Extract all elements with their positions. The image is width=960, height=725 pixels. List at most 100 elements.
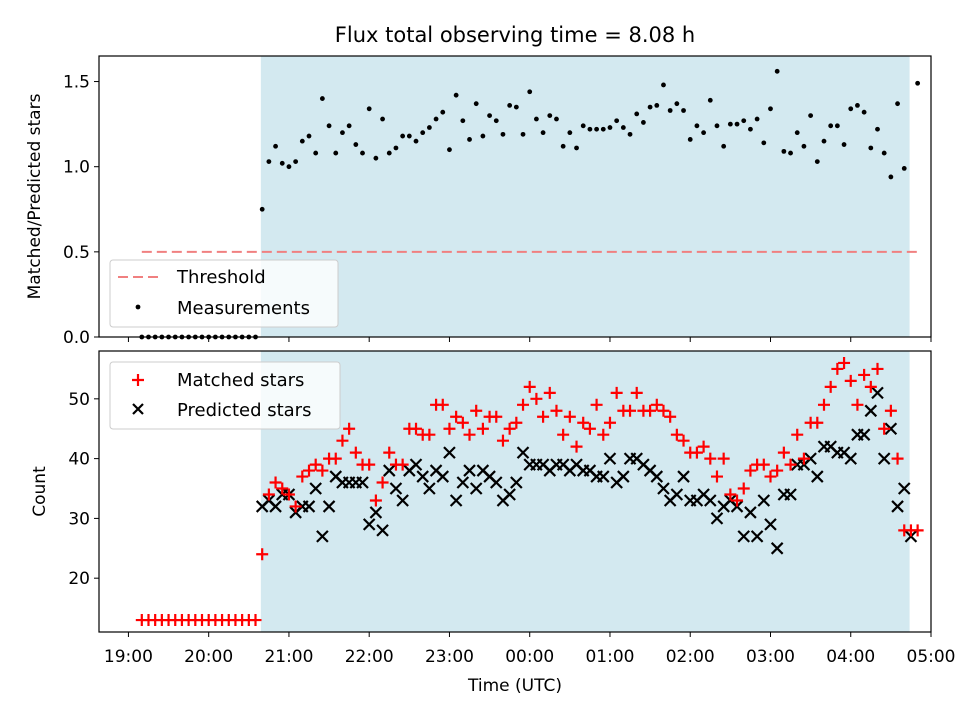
measurement-point [667, 108, 673, 113]
top-y-tick-label: 1.0 [63, 158, 90, 178]
matched-star-marker [503, 422, 516, 435]
matched-star-marker [557, 428, 570, 441]
measurement-point [353, 142, 359, 147]
matched-star-marker [570, 440, 583, 453]
matched-star-marker [777, 446, 790, 459]
matched-star-marker [630, 386, 643, 399]
measurement-point [855, 102, 860, 108]
measurement-point [821, 138, 827, 144]
matched-star-marker [644, 404, 657, 417]
matched-star-marker [296, 470, 309, 483]
predicted-star-marker [362, 518, 376, 531]
matched-star-marker [463, 428, 476, 441]
top-x-axis-ticks [127, 337, 932, 342]
measurement-point [607, 125, 613, 130]
matched-star-marker [396, 458, 409, 471]
matched-star-marker [704, 452, 717, 465]
measurement-point [781, 148, 787, 154]
predicted-star-marker [489, 476, 503, 489]
measurement-point [293, 159, 299, 164]
measurement-point [447, 147, 452, 153]
matched-stars-points [135, 356, 924, 627]
matched-star-marker [603, 416, 616, 429]
measurement-point [808, 113, 814, 119]
matched-star-marker [436, 398, 449, 411]
measurement-point [513, 104, 519, 110]
measurement-point [299, 138, 305, 144]
matched-star-marker [496, 434, 509, 447]
predicted-star-marker [657, 482, 670, 495]
measurement-point [674, 101, 680, 107]
measurement-point [754, 116, 760, 122]
predicted-star-marker [811, 470, 824, 483]
measurement-point [901, 166, 907, 171]
matched-star-marker [537, 410, 550, 423]
measurement-point [393, 145, 399, 151]
predicted-star-marker [677, 470, 690, 483]
measurement-point [366, 106, 372, 112]
measurement-point [574, 145, 579, 151]
measurement-point [774, 68, 780, 74]
predicted-star-marker [764, 518, 777, 531]
legend-predicted-label: Predicted stars [177, 400, 311, 421]
measurement-point [346, 123, 352, 129]
predicted-star-marker [302, 500, 316, 513]
matched-star-marker [309, 458, 322, 471]
bottom-y-tick-label: 20 [68, 569, 90, 589]
predicted-star-marker [416, 470, 429, 483]
x-tick-label: 21:00 [264, 647, 313, 667]
matched-star-marker [891, 452, 904, 465]
matched-star-marker [349, 446, 362, 459]
measurement-point [380, 116, 385, 122]
predicted-star-marker [857, 428, 871, 441]
matched-star-marker [864, 380, 877, 393]
predicted-star-marker [897, 482, 911, 495]
matched-star-marker [764, 470, 777, 483]
measurement-point [273, 143, 278, 149]
measurement-point [794, 130, 800, 136]
measurement-point [888, 174, 894, 180]
matched-star-marker [650, 398, 663, 411]
measurement-point [587, 126, 593, 132]
measurement-point [259, 206, 265, 212]
predicted-star-marker [603, 452, 617, 465]
matched-star-marker [791, 428, 804, 441]
measurement-point [701, 130, 707, 136]
matched-star-marker [543, 386, 556, 399]
matched-star-marker [289, 500, 302, 513]
measurement-point [540, 130, 546, 136]
measurement-point [453, 92, 459, 98]
predicted-star-marker [436, 470, 450, 483]
x-tick-label: 19:00 [104, 647, 153, 667]
measurement-point [861, 109, 867, 115]
measurement-point [480, 133, 486, 139]
predicted-star-marker [503, 488, 516, 501]
predicted-star-marker [704, 494, 717, 507]
measurement-point [426, 125, 432, 130]
predicted-star-marker [322, 500, 336, 513]
matched-star-marker [610, 386, 623, 399]
x-tick-label: 00:00 [505, 647, 554, 667]
top-y-tick-label: 0.5 [63, 243, 90, 263]
observing-window-bottom [260, 351, 910, 632]
measurement-point [306, 133, 312, 139]
predicted-star-marker [784, 488, 797, 501]
measurement-point [788, 150, 793, 156]
measurement-point [748, 126, 753, 132]
measurement-point [279, 160, 285, 166]
matched-star-marker [563, 410, 576, 423]
top-y-axis-ticks: 0.0 0.5 1.0 1.5 [63, 73, 99, 348]
top-legend: Threshold Measurements [109, 259, 339, 328]
matched-star-marker [577, 416, 590, 429]
bottom-x-axis-ticks: 19:00 20:00 21:00 22:00 23:00 00:00 01:00 02:00… [104, 632, 956, 667]
legend-measurements-label: Measurements [177, 298, 310, 319]
measurement-point [473, 101, 479, 107]
legend-threshold-label: Threshold [176, 267, 266, 288]
matched-star-marker [797, 452, 810, 465]
x-tick-label: 04:00 [826, 647, 875, 667]
measurement-point [400, 133, 406, 139]
predicted-star-marker [382, 464, 396, 477]
predicted-star-marker [423, 482, 436, 495]
measurement-point [761, 140, 767, 146]
matched-star-marker [784, 458, 797, 471]
